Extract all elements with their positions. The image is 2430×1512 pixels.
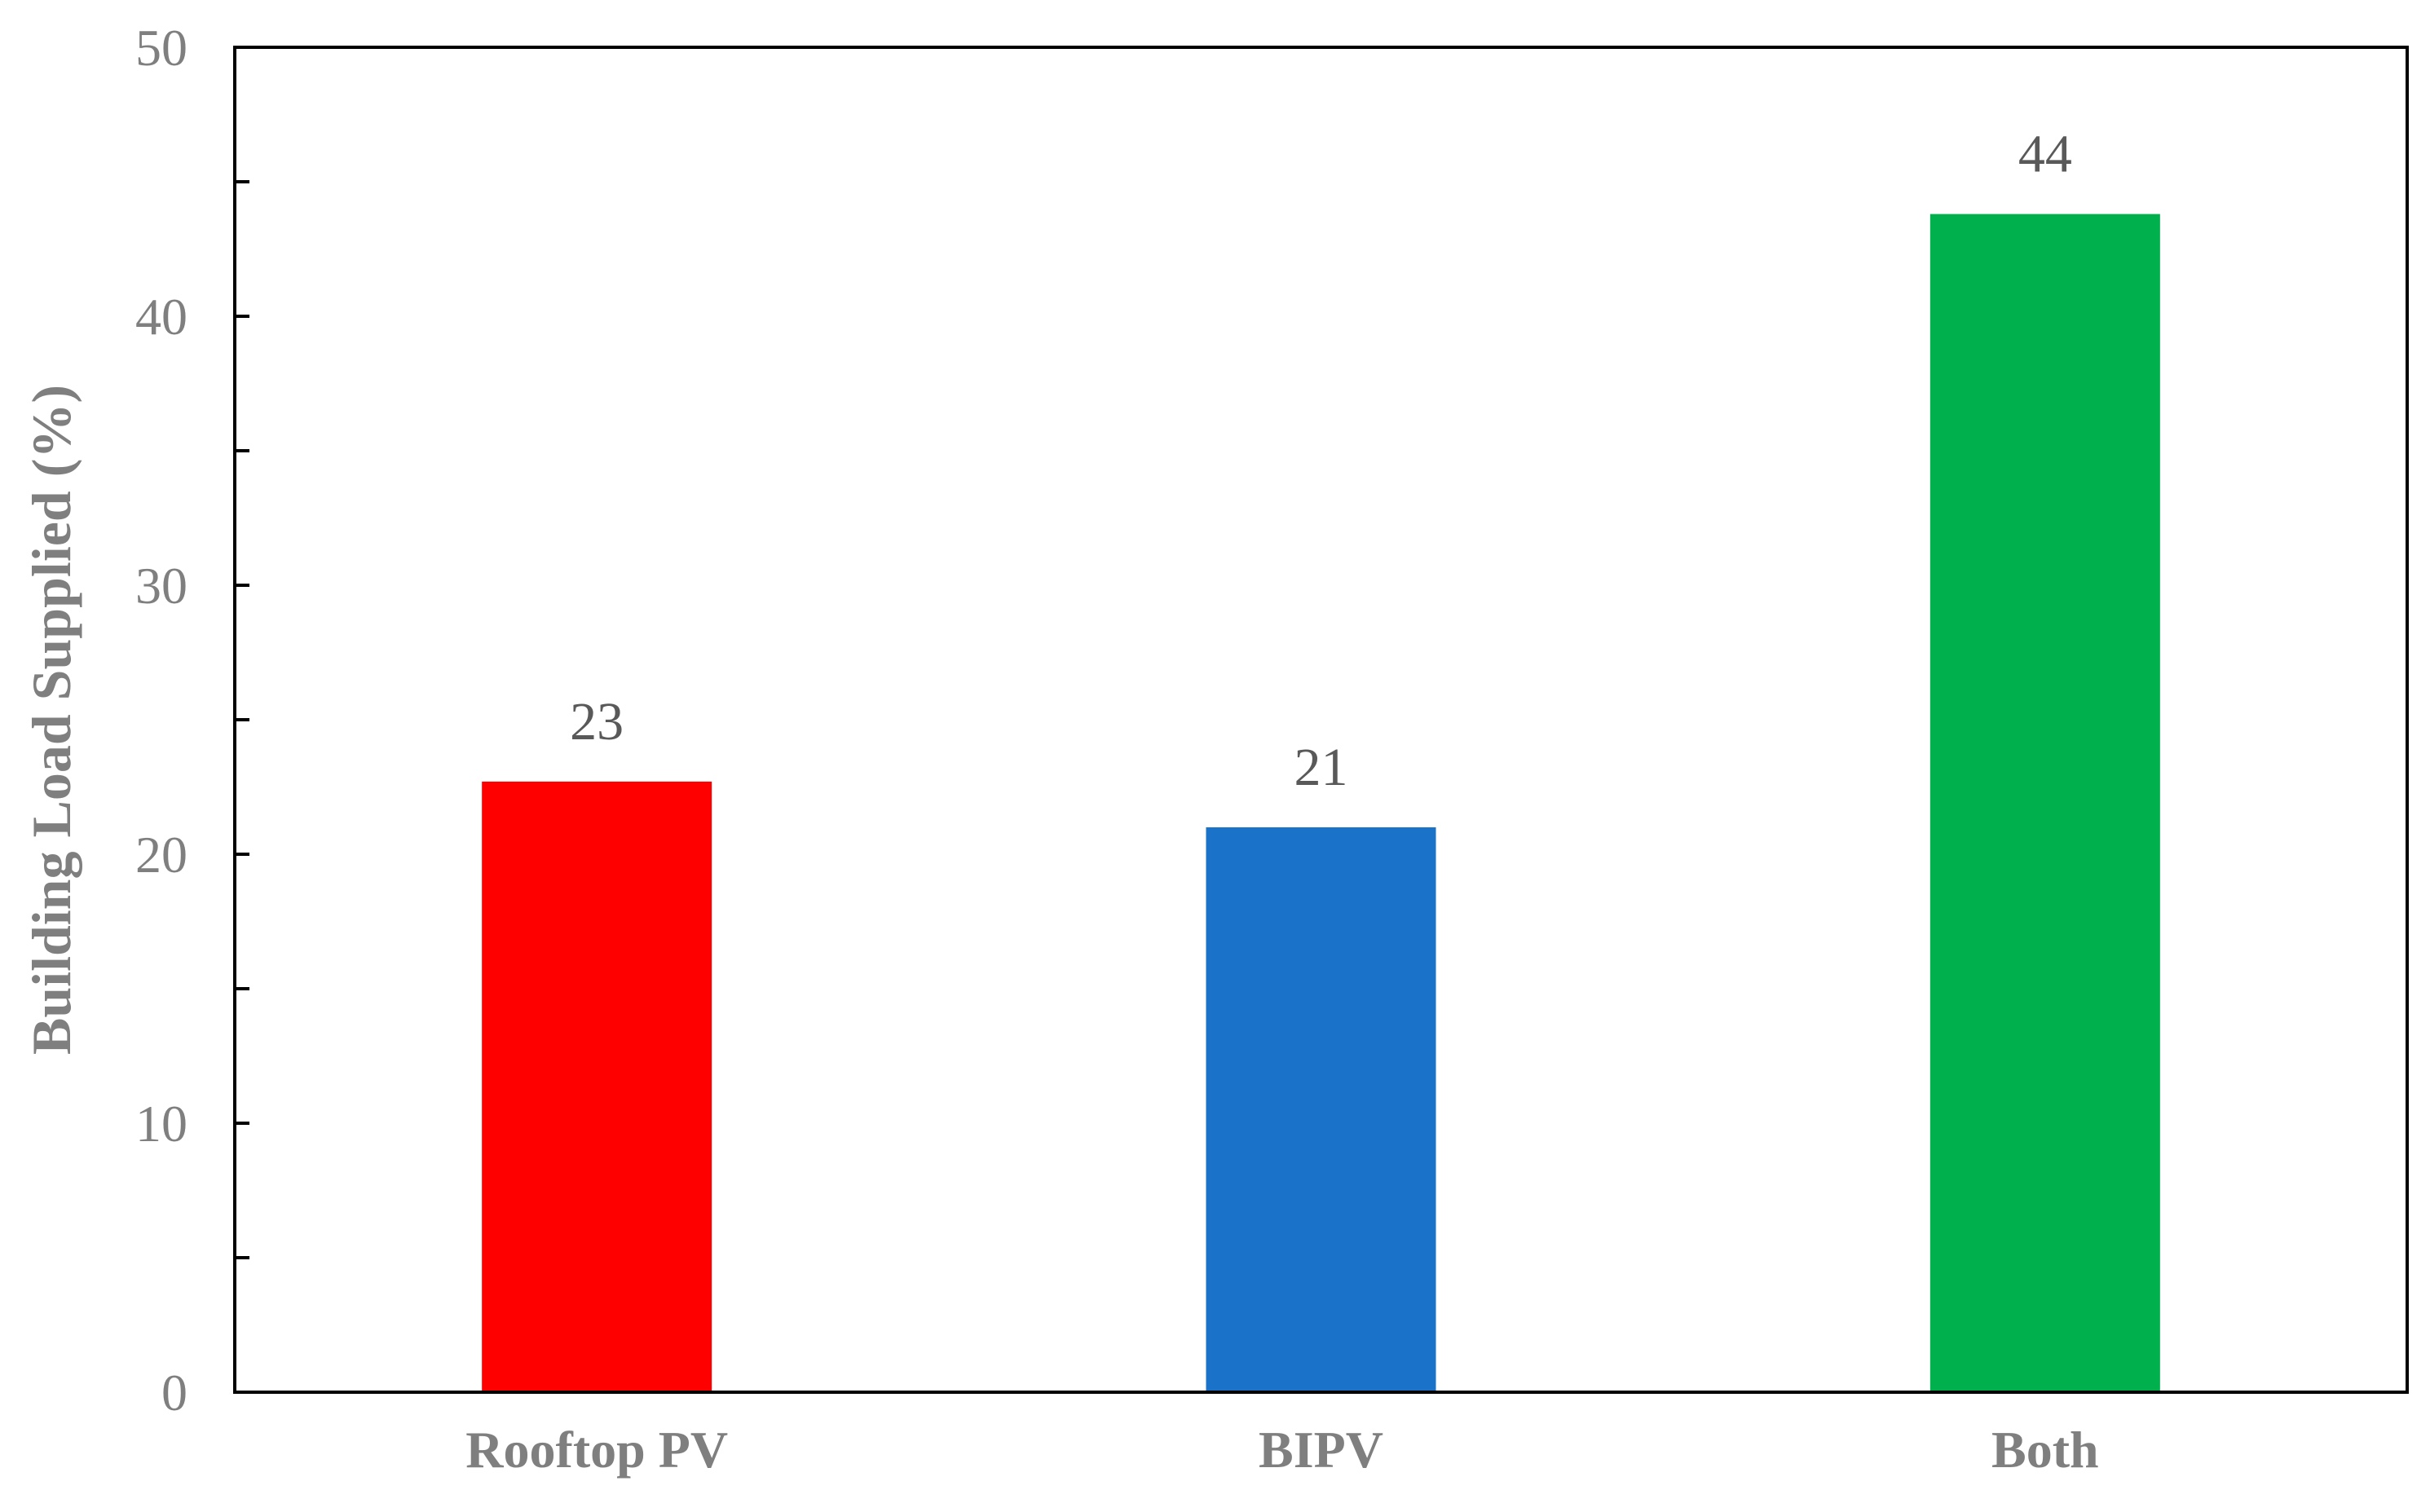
data-labels: 23 21 44 — [570, 125, 2072, 797]
y-tick-label: 40 — [135, 288, 187, 346]
plot-area-frame — [233, 46, 2409, 1394]
x-category-label: BIPV — [1259, 1421, 1383, 1479]
data-label: 23 — [570, 692, 624, 752]
y-tick-label: 0 — [161, 1364, 187, 1422]
bar-rooftop-pv — [482, 781, 712, 1392]
x-axis-category-labels: Rooftop PV BIPV Both — [465, 1421, 2098, 1479]
data-label: 44 — [2018, 125, 2072, 184]
y-tick-label: 20 — [135, 826, 187, 884]
y-axis-title: Building Load Supplied (%) — [20, 385, 82, 1055]
bars — [482, 214, 2160, 1393]
bar-both — [1929, 214, 2160, 1393]
x-category-label: Both — [1991, 1421, 2099, 1479]
bar-bipv — [1206, 827, 1436, 1392]
y-tick-label: 30 — [135, 557, 187, 615]
y-axis-ticks: 0 10 20 30 40 50 — [135, 19, 249, 1422]
y-tick-label: 50 — [135, 19, 187, 77]
y-tick-label: 10 — [135, 1095, 187, 1153]
data-label: 21 — [1294, 738, 1348, 797]
x-category-label: Rooftop PV — [465, 1421, 728, 1479]
